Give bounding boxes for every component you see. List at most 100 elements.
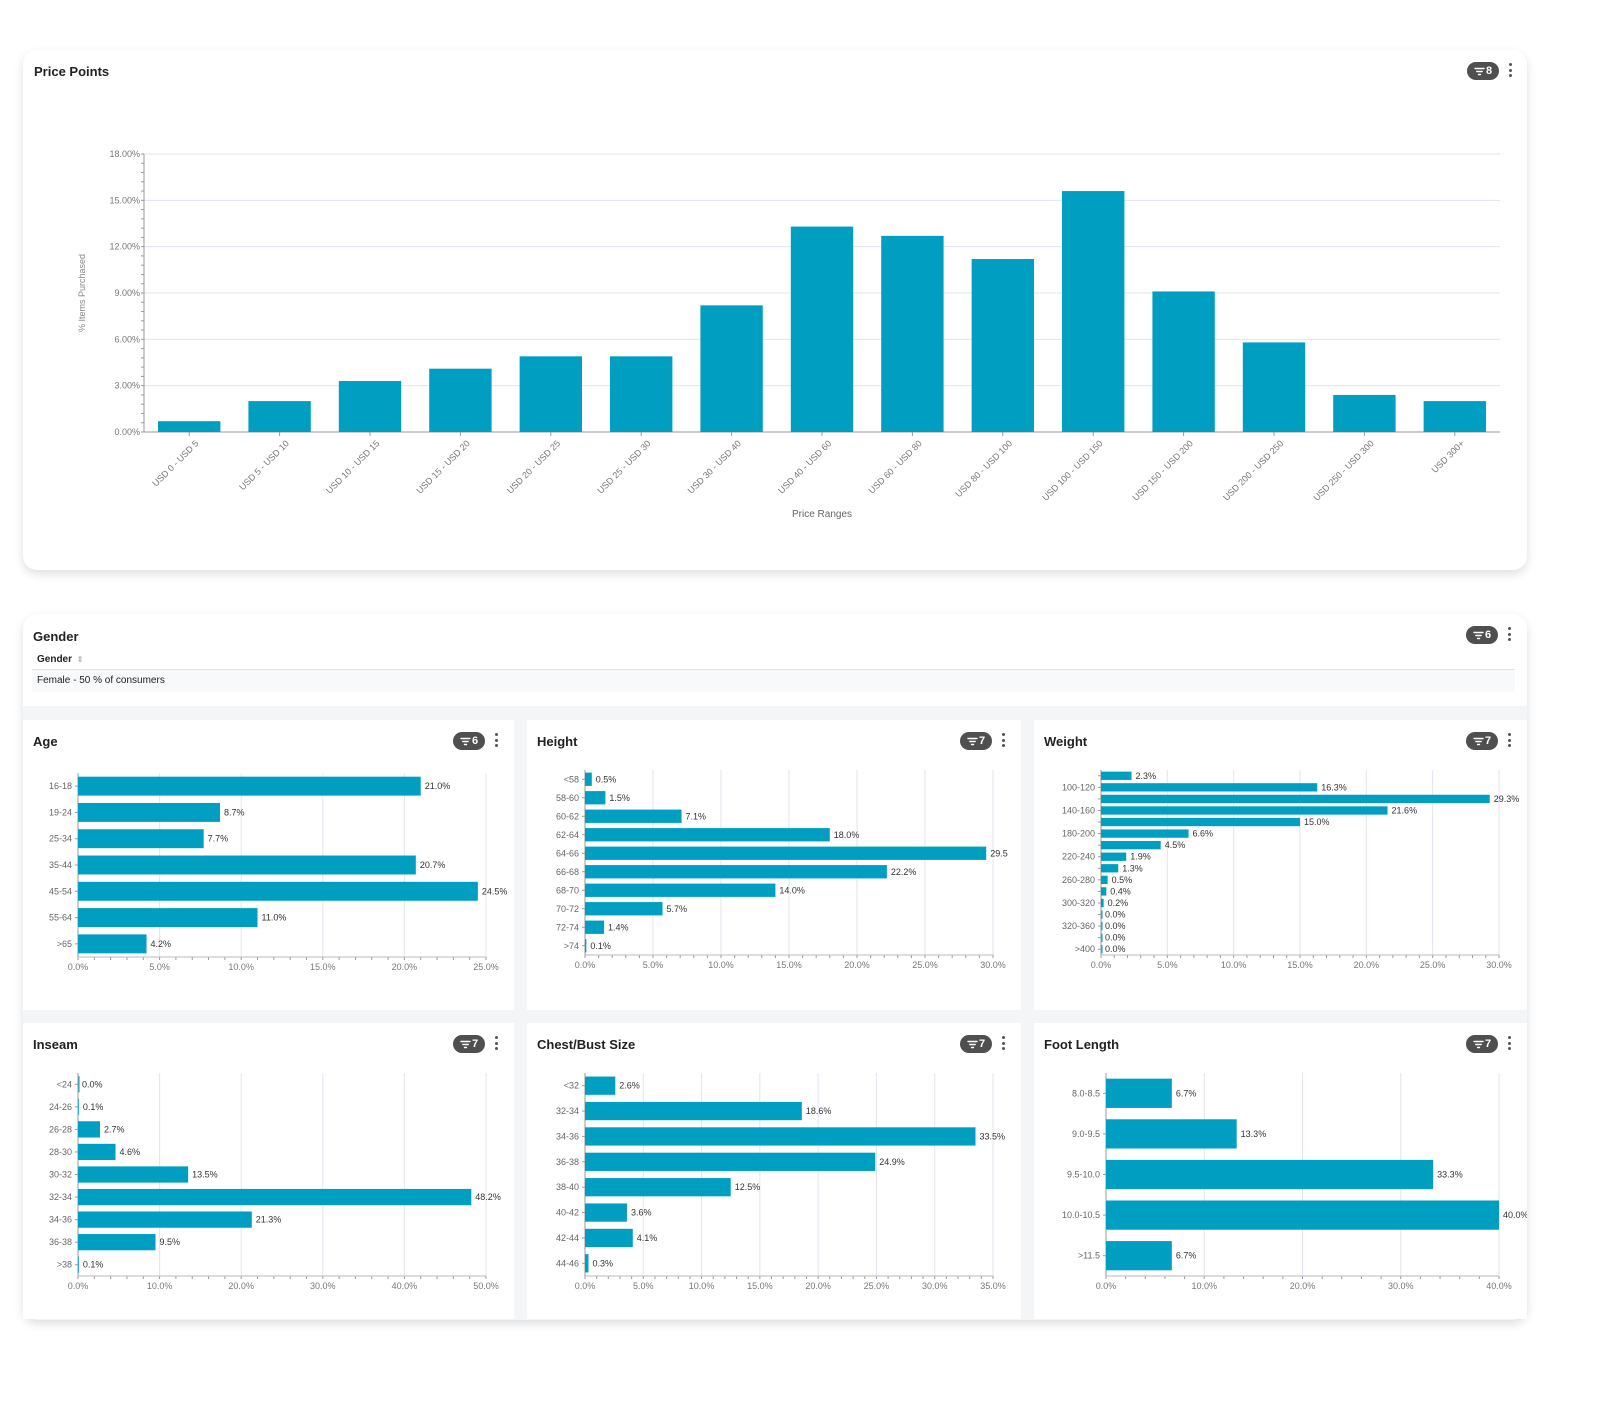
weight-filter-badge[interactable]: 7: [1466, 732, 1498, 750]
inseam-more-icon[interactable]: [491, 1035, 501, 1051]
bar[interactable]: [1101, 806, 1388, 815]
bar[interactable]: [1333, 394, 1396, 432]
bar[interactable]: [78, 855, 416, 875]
bar[interactable]: [1101, 794, 1490, 804]
foot-more-icon[interactable]: [1504, 1035, 1514, 1051]
gender-column-header[interactable]: Gender ⇕: [37, 654, 84, 665]
bar[interactable]: [1101, 887, 1107, 896]
bar[interactable]: [1242, 342, 1306, 432]
bar[interactable]: [1106, 1078, 1172, 1108]
age-more-icon[interactable]: [491, 732, 501, 748]
bar[interactable]: [78, 1121, 101, 1138]
foot-filter-badge[interactable]: 7: [1466, 1035, 1498, 1053]
bar[interactable]: [1101, 817, 1300, 827]
filter-count: 7: [1484, 1038, 1492, 1050]
bar[interactable]: [585, 902, 663, 916]
bar[interactable]: [78, 829, 204, 849]
bar[interactable]: [585, 791, 606, 805]
filter-count: 7: [471, 1038, 479, 1050]
weight-more-icon[interactable]: [1504, 732, 1514, 748]
bar[interactable]: [585, 1254, 589, 1273]
bar[interactable]: [1101, 771, 1132, 780]
bar[interactable]: [585, 865, 887, 879]
bar[interactable]: [585, 809, 682, 823]
data-label: 4.6%: [120, 1147, 141, 1157]
bar[interactable]: [1101, 840, 1161, 850]
bar[interactable]: [585, 1101, 802, 1121]
bar[interactable]: [585, 846, 987, 860]
data-label: 9.5%: [160, 1237, 181, 1247]
bar[interactable]: [1106, 1241, 1172, 1271]
bar[interactable]: [585, 772, 592, 786]
bar[interactable]: [519, 356, 582, 432]
bar[interactable]: [78, 1211, 252, 1228]
chest-more-icon[interactable]: [998, 1035, 1008, 1051]
filter-icon: [1473, 631, 1484, 639]
bar[interactable]: [78, 1098, 79, 1115]
bar[interactable]: [1062, 191, 1125, 432]
bar[interactable]: [1101, 852, 1127, 861]
bar[interactable]: [700, 305, 763, 432]
bar[interactable]: [1101, 875, 1108, 885]
bar[interactable]: [610, 356, 673, 432]
bar[interactable]: [1101, 783, 1318, 792]
bar[interactable]: [78, 1188, 472, 1206]
bar[interactable]: [1106, 1200, 1499, 1230]
y-tick-label: >400: [1075, 944, 1095, 954]
bar[interactable]: [585, 1127, 976, 1146]
x-tick-label: 20.0%: [844, 960, 870, 970]
data-label: 2.7%: [104, 1124, 125, 1134]
gender-more-icon[interactable]: [1504, 626, 1514, 642]
y-tick-label: 320-360: [1062, 921, 1095, 931]
bar[interactable]: [429, 368, 492, 432]
bar[interactable]: [790, 226, 854, 432]
y-tick-label: 34-36: [49, 1215, 72, 1225]
price-points-filter-badge[interactable]: 8: [1467, 62, 1499, 80]
price-points-more-icon[interactable]: [1505, 62, 1515, 78]
bar[interactable]: [78, 1234, 156, 1251]
bar[interactable]: [585, 828, 830, 842]
y-tick-label: >74: [564, 941, 579, 951]
bar[interactable]: [585, 1228, 633, 1248]
bar[interactable]: [248, 401, 311, 432]
bar[interactable]: [585, 1203, 627, 1222]
bar[interactable]: [78, 802, 220, 822]
height-filter-badge[interactable]: 7: [960, 732, 992, 750]
bar[interactable]: [78, 1143, 116, 1161]
age-filter-badge[interactable]: 6: [453, 732, 485, 750]
bar[interactable]: [78, 776, 421, 796]
x-tick-label: 40.0%: [392, 1281, 418, 1291]
data-label: 0.4%: [1110, 886, 1131, 896]
bar[interactable]: [1101, 829, 1189, 838]
y-tick-label: >38: [57, 1260, 72, 1270]
bar[interactable]: [585, 1152, 876, 1171]
bar[interactable]: [78, 881, 478, 901]
bar[interactable]: [158, 421, 221, 432]
inseam-filter-badge[interactable]: 7: [453, 1035, 485, 1053]
bar[interactable]: [585, 883, 776, 897]
bar[interactable]: [78, 908, 258, 928]
gender-filter-badge[interactable]: 6: [1466, 626, 1498, 644]
bar[interactable]: [585, 920, 605, 934]
bar[interactable]: [881, 235, 944, 432]
bar[interactable]: [78, 934, 147, 954]
bar[interactable]: [1152, 291, 1215, 432]
bar[interactable]: [585, 939, 587, 953]
bar[interactable]: [1106, 1159, 1434, 1190]
bar[interactable]: [1423, 401, 1486, 432]
bar[interactable]: [585, 1178, 731, 1197]
bar[interactable]: [1101, 864, 1119, 873]
x-tick-label: USD 200 - USD 250: [1221, 438, 1285, 502]
bar[interactable]: [585, 1076, 616, 1095]
bar[interactable]: [971, 259, 1034, 432]
x-tick-label: 15.0%: [1287, 960, 1313, 970]
bar[interactable]: [78, 1256, 79, 1273]
chest-filter-badge[interactable]: 7: [960, 1035, 992, 1053]
height-more-icon[interactable]: [998, 732, 1008, 748]
bar[interactable]: [338, 381, 402, 432]
bar[interactable]: [1101, 898, 1104, 908]
x-tick-label: 0.0%: [68, 1281, 89, 1291]
bar[interactable]: [78, 1166, 189, 1183]
bar[interactable]: [1106, 1119, 1237, 1149]
y-tick-label: 10.0-10.5: [1062, 1210, 1100, 1220]
